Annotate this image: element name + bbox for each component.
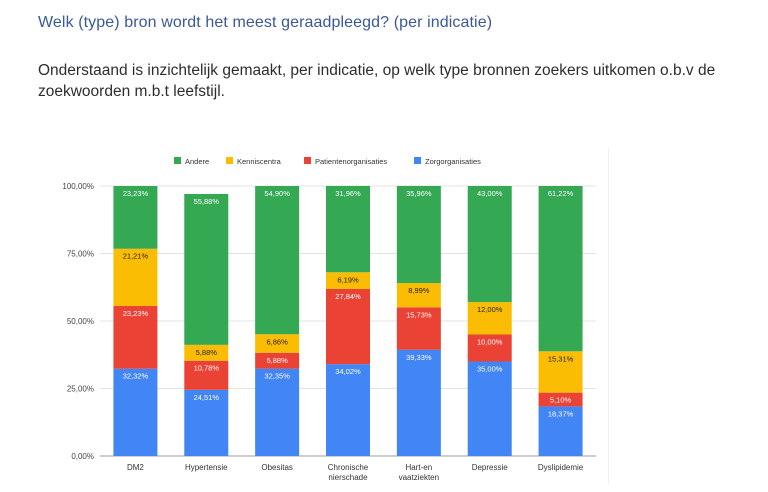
x-tick-label: Depressie (472, 463, 509, 472)
bar-segment-zorgorganisaties (113, 368, 158, 456)
data-label: 35,00% (477, 365, 503, 374)
bar-segment-andere (467, 186, 512, 303)
bar-segment-kenniscentra (113, 248, 158, 307)
bar-segment-andere (113, 186, 158, 249)
data-label: 5,88% (196, 348, 218, 357)
bar-segment-kenniscentra (396, 283, 441, 308)
data-label: 34,02% (335, 367, 361, 376)
bar-segment-andere (255, 186, 300, 335)
legend-label-kenniscentra: Kenniscentra (237, 157, 282, 166)
bar-segment-patientenorganisaties (538, 392, 583, 407)
legend-swatch-zorgorganisaties (414, 157, 421, 164)
bar-segment-zorgorganisaties (184, 389, 229, 456)
data-label: 10,00% (477, 338, 503, 347)
bar-segment-kenniscentra (184, 344, 229, 361)
x-tick-label: vaatziekten (399, 473, 439, 482)
x-tick-label: Obesitas (261, 463, 293, 472)
legend-swatch-kenniscentra (226, 157, 233, 164)
bar-segment-zorgorganisaties (396, 349, 441, 456)
y-tick-label: 50,00% (67, 317, 94, 326)
bar-segment-andere (184, 193, 229, 345)
bar-segment-kenniscentra (326, 272, 370, 289)
bar-segment-patientenorganisaties (255, 352, 300, 369)
data-label: 15,31% (548, 354, 574, 363)
data-label: 61,22% (548, 189, 574, 198)
data-label: 24,51% (194, 393, 220, 402)
bar-segment-kenniscentra (467, 302, 512, 335)
chart-container: 0,00% 25,00% 50,00% 75,00% 100,00% Andere Kenn… (48, 148, 609, 484)
y-tick-label: 75,00% (67, 250, 94, 259)
legend-swatch-patientenorganisaties (304, 157, 311, 164)
data-label: 18,37% (548, 409, 574, 418)
x-tick-label: Hart-en (406, 463, 433, 472)
data-label: 6,19% (337, 275, 359, 284)
data-label: 8,99% (408, 286, 430, 295)
data-label: 10,78% (194, 364, 220, 373)
data-label: 15,73% (406, 310, 432, 319)
data-label: 32,32% (123, 372, 149, 381)
page-title: Welk (type) bron wordt het meest geraadp… (38, 14, 493, 31)
bar-segment-zorgorganisaties (326, 364, 370, 456)
bar-segment-patientenorganisaties (113, 306, 158, 369)
legend-label-patientenorganisaties: Patientenorganisaties (315, 157, 387, 166)
bar-segment-andere (396, 185, 441, 284)
x-tick-label: Dyslipidemie (538, 463, 584, 472)
bar-segment-patientenorganisaties (184, 360, 229, 390)
x-tick-label: Chronische (328, 463, 369, 472)
y-tick-label: 0,00% (71, 452, 94, 461)
data-label: 32,35% (264, 372, 290, 381)
data-label: 23,23% (123, 309, 149, 318)
bar-segment-zorgorganisaties (255, 368, 300, 456)
data-label: 43,00% (477, 189, 503, 198)
bar-segment-zorgorganisaties (538, 406, 583, 456)
data-label: 21,21% (123, 252, 149, 261)
data-label: 5,10% (550, 396, 572, 405)
data-label: 23,23% (123, 189, 149, 198)
bar-segment-andere (538, 186, 583, 352)
data-label: 12,00% (477, 305, 503, 314)
intro-text: Onderstaand is inzichtelijk gemaakt, per… (38, 62, 716, 100)
bar-segment-patientenorganisaties (467, 334, 512, 362)
y-tick-label: 100,00% (62, 182, 94, 191)
x-tick-label: Hypertensie (185, 463, 228, 472)
legend-label-andere: Andere (185, 157, 209, 166)
legend-swatch-andere (174, 157, 181, 164)
legend-label-zorgorganisaties: Zorgorganisaties (425, 157, 481, 166)
data-label: 55,88% (194, 197, 220, 206)
data-label: 6,86% (267, 337, 289, 346)
data-label: 27,84% (335, 292, 361, 301)
data-label: 35,96% (406, 189, 432, 198)
bar-segment-patientenorganisaties (396, 307, 441, 350)
x-tick-label: DM2 (127, 463, 144, 472)
bar-segment-kenniscentra (538, 351, 583, 393)
data-label: 31,96% (335, 189, 361, 198)
bar-segment-patientenorganisaties (326, 288, 370, 365)
y-tick-label: 25,00% (67, 385, 94, 394)
stacked-bar-chart: 0,00% 25,00% 50,00% 75,00% 100,00% Andere Kenn… (62, 157, 596, 482)
bar-segment-andere (326, 185, 370, 273)
data-label: 54,90% (264, 189, 290, 198)
data-label: 5,88% (267, 356, 289, 365)
bar-segment-zorgorganisaties (467, 361, 512, 456)
x-tick-label: nierschade (328, 473, 368, 482)
data-label: 39,33% (406, 353, 432, 362)
bar-segment-kenniscentra (255, 334, 300, 353)
